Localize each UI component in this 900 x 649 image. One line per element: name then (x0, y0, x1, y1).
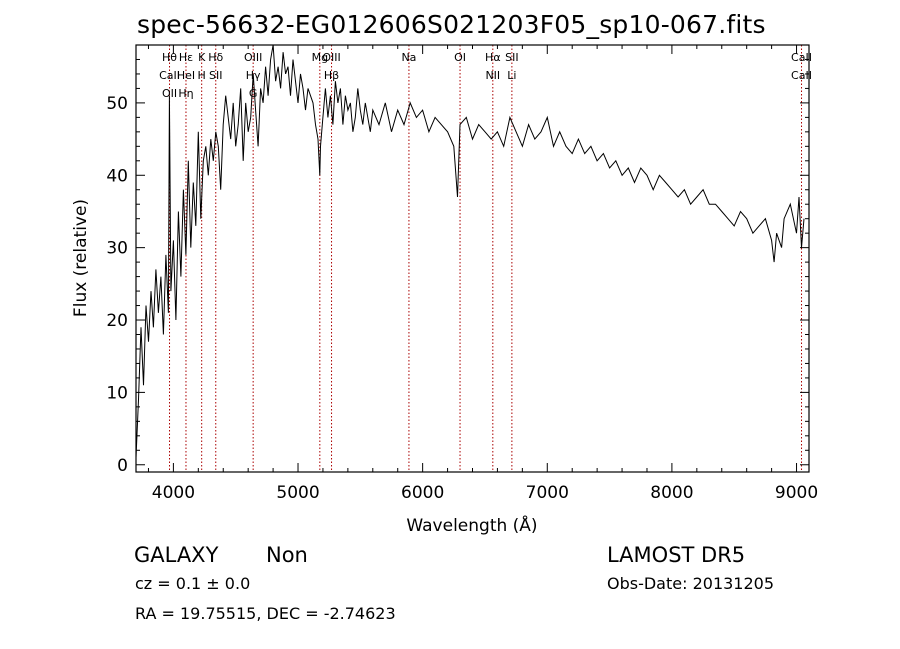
line-marker-label-1-1: HeI (177, 69, 195, 82)
observation-date: Obs-Date: 20131205 (607, 574, 775, 593)
x-tick-label-5000: 5000 (276, 483, 319, 503)
y-tick-label-10: 10 (106, 383, 128, 403)
coordinates: RA = 19.75515, DEC = -2.74623 (135, 604, 396, 623)
x-tick-label-4000: 4000 (152, 483, 195, 503)
spectrum-line (135, 44, 805, 458)
x-tick-label-9000: 9000 (775, 483, 818, 503)
line-marker-label-2-1: H (198, 69, 206, 82)
line-marker-label-0-1: CaII (159, 69, 180, 82)
line-marker-label-10-0: SII (505, 51, 518, 64)
line-marker-label-11-0: CaII (791, 51, 812, 64)
line-marker-label-5-0: Mg (312, 51, 328, 64)
line-marker-label-6-1: Hβ (324, 69, 339, 82)
line-marker-label-1-0: Hε (179, 51, 193, 64)
line-marker-label-4-2: G (249, 87, 258, 100)
redshift-cz: cz = 0.1 ± 0.0 (135, 574, 251, 593)
x-axis-label: Wavelength (Å) (406, 514, 537, 536)
x-ticks: 4000 5000 6000 7000 8000 9000 (147, 45, 818, 503)
line-marker-label-0-2: OII (162, 87, 177, 100)
line-marker-label-4-0: OIII (244, 51, 262, 64)
x-tick-label-7000: 7000 (526, 483, 569, 503)
line-marker-labels: HθCaIIOIIHεHeIHηKHHδSIIOIIIHγGMgOIIIHβNa… (159, 51, 812, 100)
x-tick-label-6000: 6000 (401, 483, 444, 503)
line-marker-label-2-0: K (198, 51, 206, 64)
x-tick-label-8000: 8000 (650, 483, 693, 503)
y-axis-label: Flux (relative) (71, 199, 91, 317)
y-tick-label-20: 20 (106, 311, 128, 331)
y-ticks: 0 10 20 30 40 50 (106, 58, 809, 476)
line-marker-label-8-0: OI (454, 51, 466, 64)
line-marker-label-3-0: Hδ (208, 51, 223, 64)
line-marker-label-10-1: Li (507, 69, 516, 82)
spectrum-polyline (135, 44, 805, 458)
chart-title: spec-56632-EG012606S021203F05_sp10-067.f… (137, 10, 766, 39)
line-marker-label-7-0: Na (401, 51, 416, 64)
y-tick-label-40: 40 (106, 166, 128, 186)
line-marker-label-9-0: Hα (485, 51, 501, 64)
plot-frame (135, 44, 810, 473)
line-marker-label-0-0: Hθ (162, 51, 177, 64)
line-marker-label-3-1: SII (209, 69, 222, 82)
line-marker-label-6-0: OIII (322, 51, 340, 64)
object-subclass: Non (266, 543, 308, 567)
survey-name: LAMOST DR5 (607, 543, 746, 567)
line-marker-label-9-1: NII (485, 69, 500, 82)
y-tick-label-30: 30 (106, 239, 128, 259)
line-markers (169, 45, 803, 472)
y-tick-label-50: 50 (106, 94, 128, 114)
line-marker-label-11-1: CaII (791, 69, 812, 82)
line-marker-label-1-2: Hη (178, 87, 193, 100)
y-tick-label-0: 0 (117, 456, 128, 476)
object-class: GALAXY (134, 543, 219, 567)
